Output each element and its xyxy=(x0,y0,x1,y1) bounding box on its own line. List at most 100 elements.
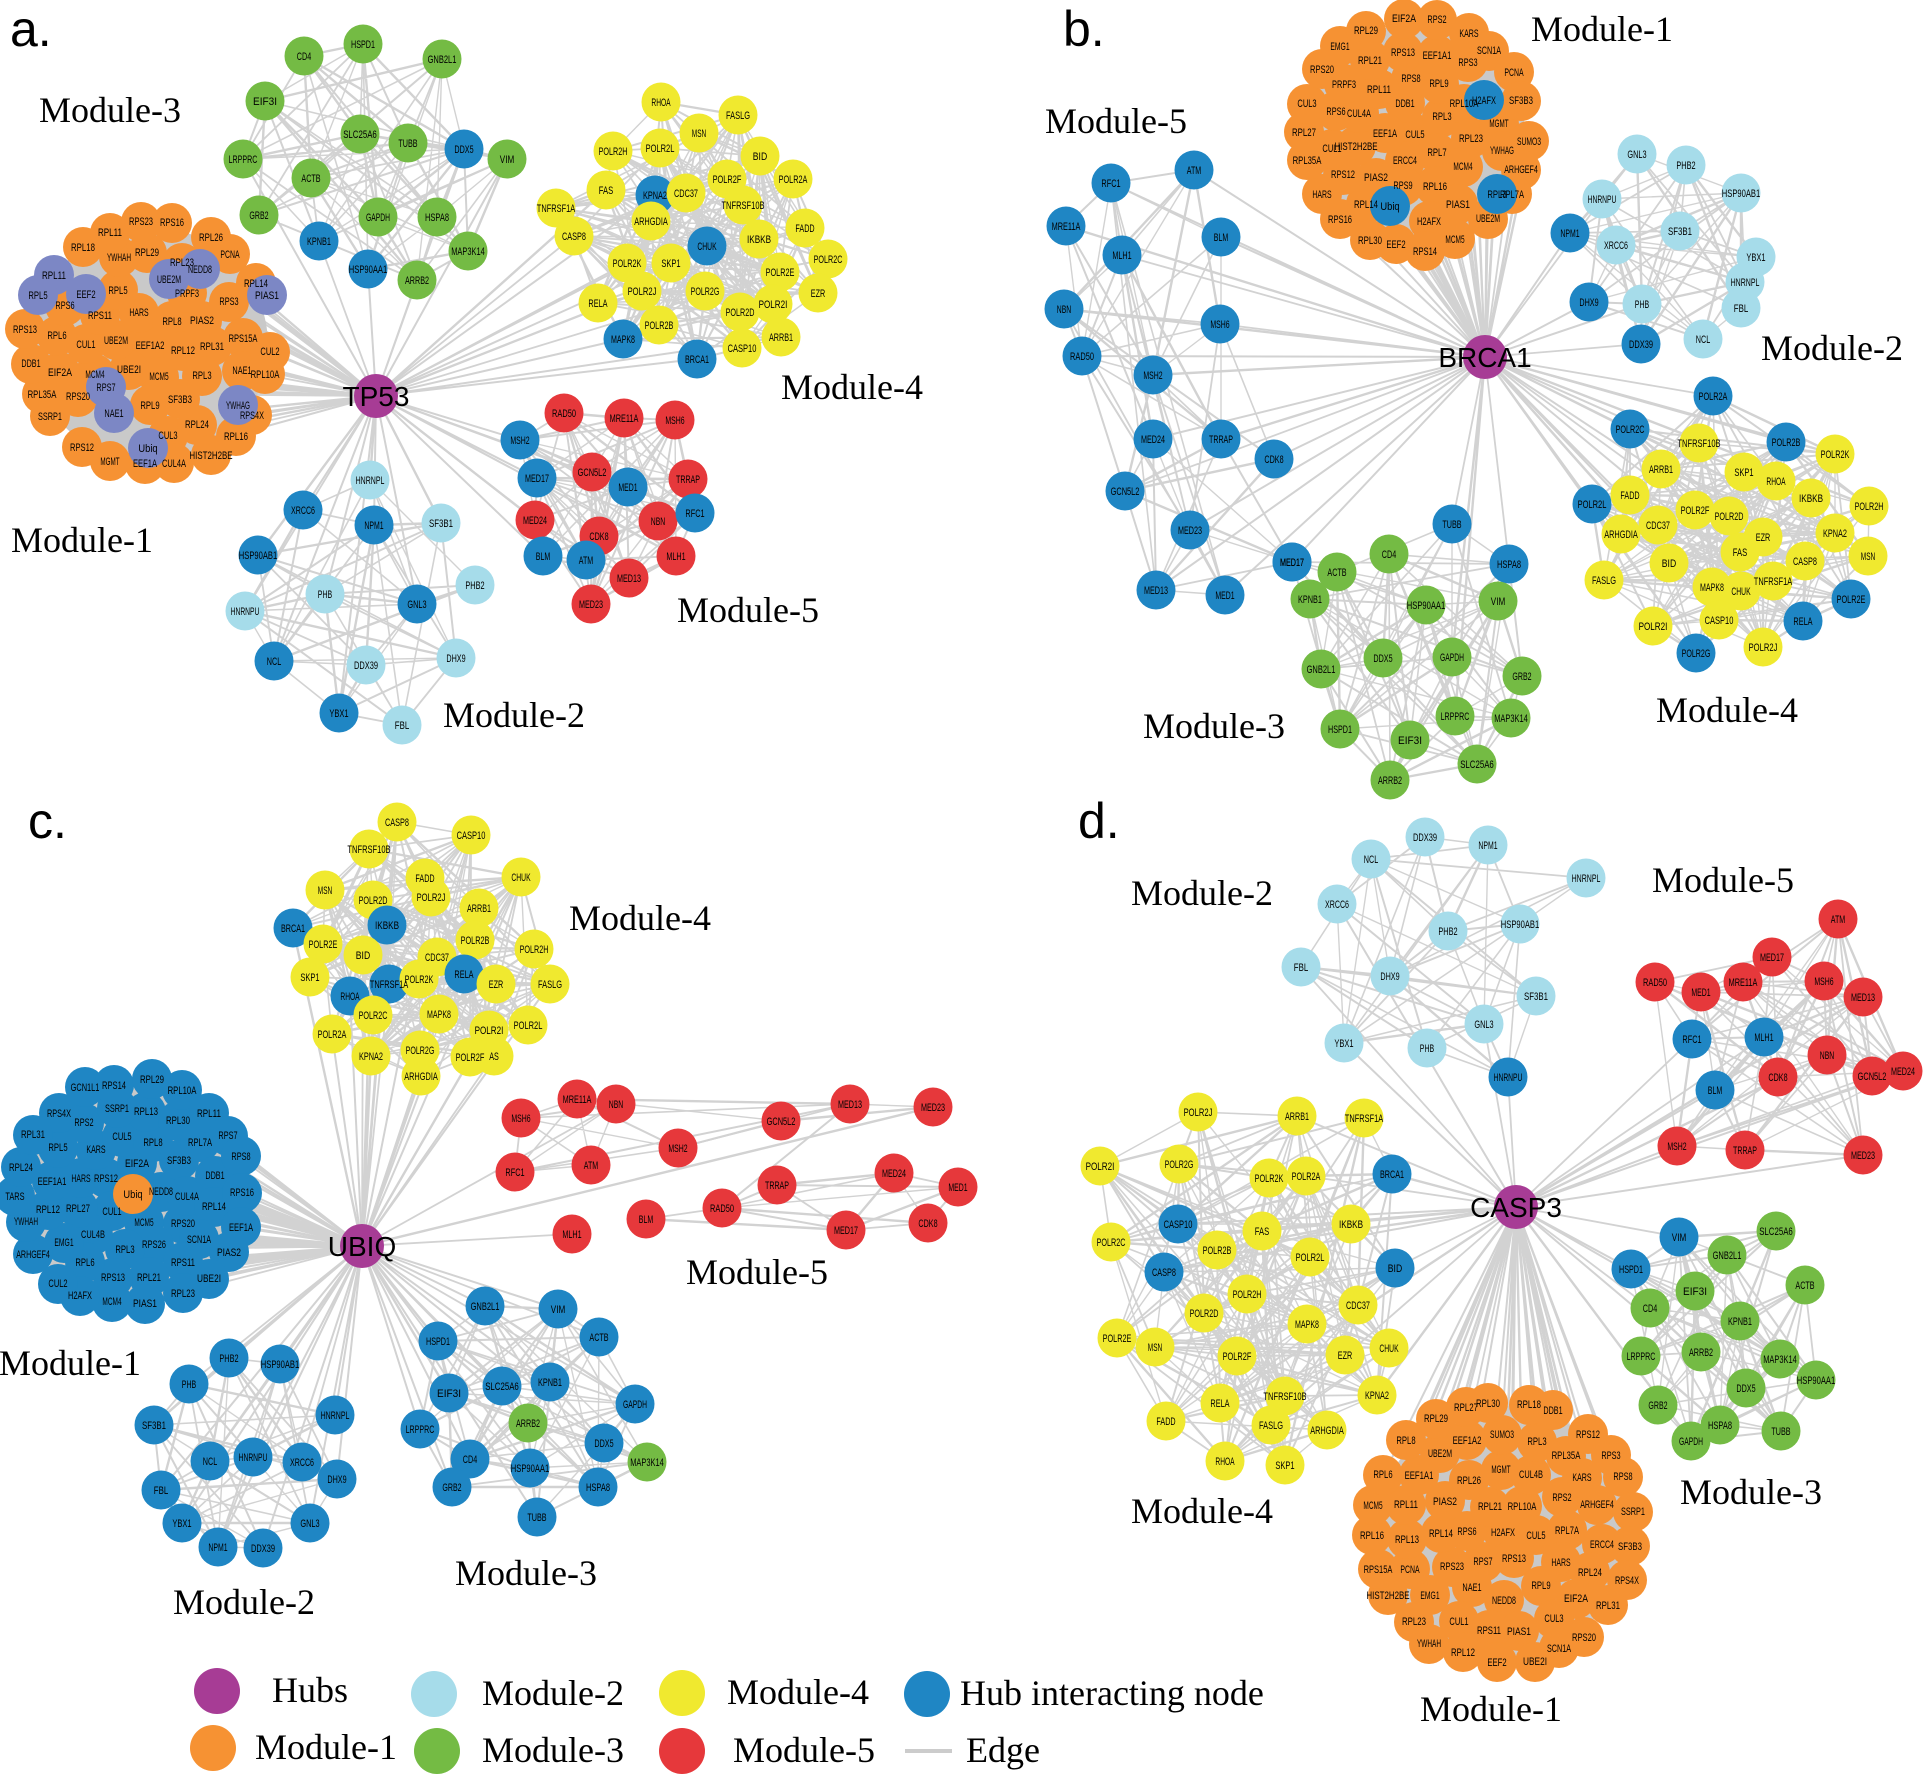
svg-text:SSRP1: SSRP1 xyxy=(38,411,62,423)
svg-text:RPL5: RPL5 xyxy=(28,290,47,302)
svg-text:MED23: MED23 xyxy=(1178,525,1202,537)
svg-text:RPS14: RPS14 xyxy=(1413,246,1437,258)
svg-text:RPL23: RPL23 xyxy=(1402,1616,1426,1628)
svg-text:MAPK8: MAPK8 xyxy=(611,334,635,346)
svg-text:POLR2C: POLR2C xyxy=(1616,424,1645,436)
svg-text:MAP3K14: MAP3K14 xyxy=(1494,713,1528,725)
svg-text:FADD: FADD xyxy=(1620,490,1639,502)
svg-text:RPL12: RPL12 xyxy=(171,345,195,357)
svg-text:RPL29: RPL29 xyxy=(140,1074,164,1086)
svg-text:CUL3: CUL3 xyxy=(1297,98,1316,110)
svg-text:FBL: FBL xyxy=(1734,303,1748,315)
svg-text:RPL29: RPL29 xyxy=(1424,1413,1448,1425)
svg-text:MLH1: MLH1 xyxy=(562,1229,581,1241)
svg-text:CUL3: CUL3 xyxy=(1544,1613,1563,1625)
svg-text:MED17: MED17 xyxy=(525,473,549,485)
svg-text:RPS23: RPS23 xyxy=(129,216,153,228)
svg-text:GNL3: GNL3 xyxy=(300,1518,319,1530)
svg-text:HNRNPL: HNRNPL xyxy=(1731,277,1760,289)
svg-text:YWHAG: YWHAG xyxy=(1490,145,1514,157)
svg-text:RPL14: RPL14 xyxy=(1354,199,1378,211)
svg-text:RPL27: RPL27 xyxy=(1292,127,1316,139)
svg-text:Module-3: Module-3 xyxy=(455,1553,597,1593)
svg-text:CUL4A: CUL4A xyxy=(1347,108,1371,120)
svg-text:FADD: FADD xyxy=(415,873,434,885)
svg-text:UBIQ: UBIQ xyxy=(328,1231,396,1262)
svg-text:CASP8: CASP8 xyxy=(562,231,586,243)
svg-text:RPS8: RPS8 xyxy=(1613,1471,1632,1483)
svg-text:RPS14: RPS14 xyxy=(102,1080,126,1092)
svg-text:RPL7A: RPL7A xyxy=(188,1137,212,1149)
svg-text:YBX1: YBX1 xyxy=(329,708,348,720)
svg-text:PIAS1: PIAS1 xyxy=(1446,199,1470,211)
svg-text:BRCA1: BRCA1 xyxy=(1380,1169,1404,1181)
svg-text:CD4: CD4 xyxy=(297,51,311,63)
svg-text:MED23: MED23 xyxy=(921,1102,945,1114)
svg-text:MED1: MED1 xyxy=(1215,590,1234,602)
svg-text:EMG1: EMG1 xyxy=(1420,1590,1439,1602)
svg-text:BID: BID xyxy=(1388,1263,1402,1275)
svg-text:POLR2A: POLR2A xyxy=(318,1029,347,1041)
svg-text:ACTB: ACTB xyxy=(1327,567,1346,579)
svg-text:DDX39: DDX39 xyxy=(251,1543,275,1555)
svg-text:KARS: KARS xyxy=(86,1144,105,1156)
svg-text:MAPK8: MAPK8 xyxy=(1700,582,1724,594)
svg-text:TNFRSF1A: TNFRSF1A xyxy=(1754,576,1793,588)
svg-text:RELA: RELA xyxy=(1793,616,1813,628)
svg-text:NEDD8: NEDD8 xyxy=(1492,1595,1516,1607)
svg-text:MSH2: MSH2 xyxy=(668,1143,687,1155)
svg-text:EEF2: EEF2 xyxy=(76,289,95,301)
svg-text:PHB: PHB xyxy=(1635,299,1649,311)
svg-text:YBX1: YBX1 xyxy=(1746,252,1765,264)
svg-text:EEF1A: EEF1A xyxy=(133,458,157,470)
svg-text:IKBKB: IKBKB xyxy=(1339,1219,1363,1231)
svg-text:POLR2K: POLR2K xyxy=(1821,449,1850,461)
svg-text:HNRNPL: HNRNPL xyxy=(356,475,385,487)
svg-text:ACTB: ACTB xyxy=(301,173,320,185)
svg-text:HSPA8: HSPA8 xyxy=(1497,559,1521,571)
svg-text:POLR2F: POLR2F xyxy=(713,174,742,186)
svg-text:HNRNPU: HNRNPU xyxy=(231,606,260,618)
svg-text:PIAS1: PIAS1 xyxy=(133,1298,157,1310)
svg-text:FASLG: FASLG xyxy=(1259,1420,1283,1432)
svg-text:RPL8: RPL8 xyxy=(143,1137,162,1149)
svg-text:RHOA: RHOA xyxy=(651,97,671,109)
svg-text:ARRB2: ARRB2 xyxy=(516,1418,540,1430)
svg-text:RPL23: RPL23 xyxy=(170,257,194,269)
svg-text:HARS: HARS xyxy=(129,307,148,319)
svg-text:PHB: PHB xyxy=(1420,1043,1434,1055)
svg-text:ERCC4: ERCC4 xyxy=(1393,155,1417,167)
svg-text:POLR2C: POLR2C xyxy=(1097,1237,1126,1249)
svg-text:RPL14: RPL14 xyxy=(202,1201,226,1213)
svg-text:RPL26: RPL26 xyxy=(1457,1475,1481,1487)
svg-text:DHX9: DHX9 xyxy=(327,1474,346,1486)
svg-text:ACTB: ACTB xyxy=(1795,1280,1814,1292)
svg-text:CUL4B: CUL4B xyxy=(1519,1469,1543,1481)
svg-text:EZR: EZR xyxy=(1338,1350,1352,1362)
svg-text:DHX9: DHX9 xyxy=(446,653,465,665)
svg-text:CUL4A: CUL4A xyxy=(162,458,186,470)
svg-text:SF3B1: SF3B1 xyxy=(142,1420,166,1432)
svg-text:TNFRSF1A: TNFRSF1A xyxy=(370,979,409,991)
svg-text:LRPPRC: LRPPRC xyxy=(229,154,258,166)
svg-text:GCN1L1: GCN1L1 xyxy=(71,1082,100,1094)
svg-text:HSPA8: HSPA8 xyxy=(1708,1420,1732,1432)
svg-text:RPS8: RPS8 xyxy=(1401,73,1420,85)
svg-text:RPL24: RPL24 xyxy=(185,419,209,431)
svg-text:Module-4: Module-4 xyxy=(727,1672,869,1712)
svg-text:MCM4: MCM4 xyxy=(102,1296,121,1308)
svg-text:POLR2D: POLR2D xyxy=(1190,1308,1219,1320)
svg-text:MSN: MSN xyxy=(692,128,706,140)
svg-text:LRPPRC: LRPPRC xyxy=(1627,1351,1656,1363)
svg-text:RPL10A: RPL10A xyxy=(1508,1501,1537,1513)
svg-text:NCL: NCL xyxy=(267,656,281,668)
svg-text:EZR: EZR xyxy=(1756,532,1770,544)
svg-text:c.: c. xyxy=(28,793,67,849)
svg-text:Module-5: Module-5 xyxy=(1045,101,1187,141)
svg-text:RPS13: RPS13 xyxy=(101,1272,125,1284)
svg-text:RPL11: RPL11 xyxy=(1394,1499,1418,1511)
svg-text:RAD50: RAD50 xyxy=(552,408,576,420)
svg-text:Module-5: Module-5 xyxy=(677,590,819,630)
svg-text:RPL29: RPL29 xyxy=(135,247,159,259)
svg-text:MAP3K14: MAP3K14 xyxy=(1763,1354,1797,1366)
